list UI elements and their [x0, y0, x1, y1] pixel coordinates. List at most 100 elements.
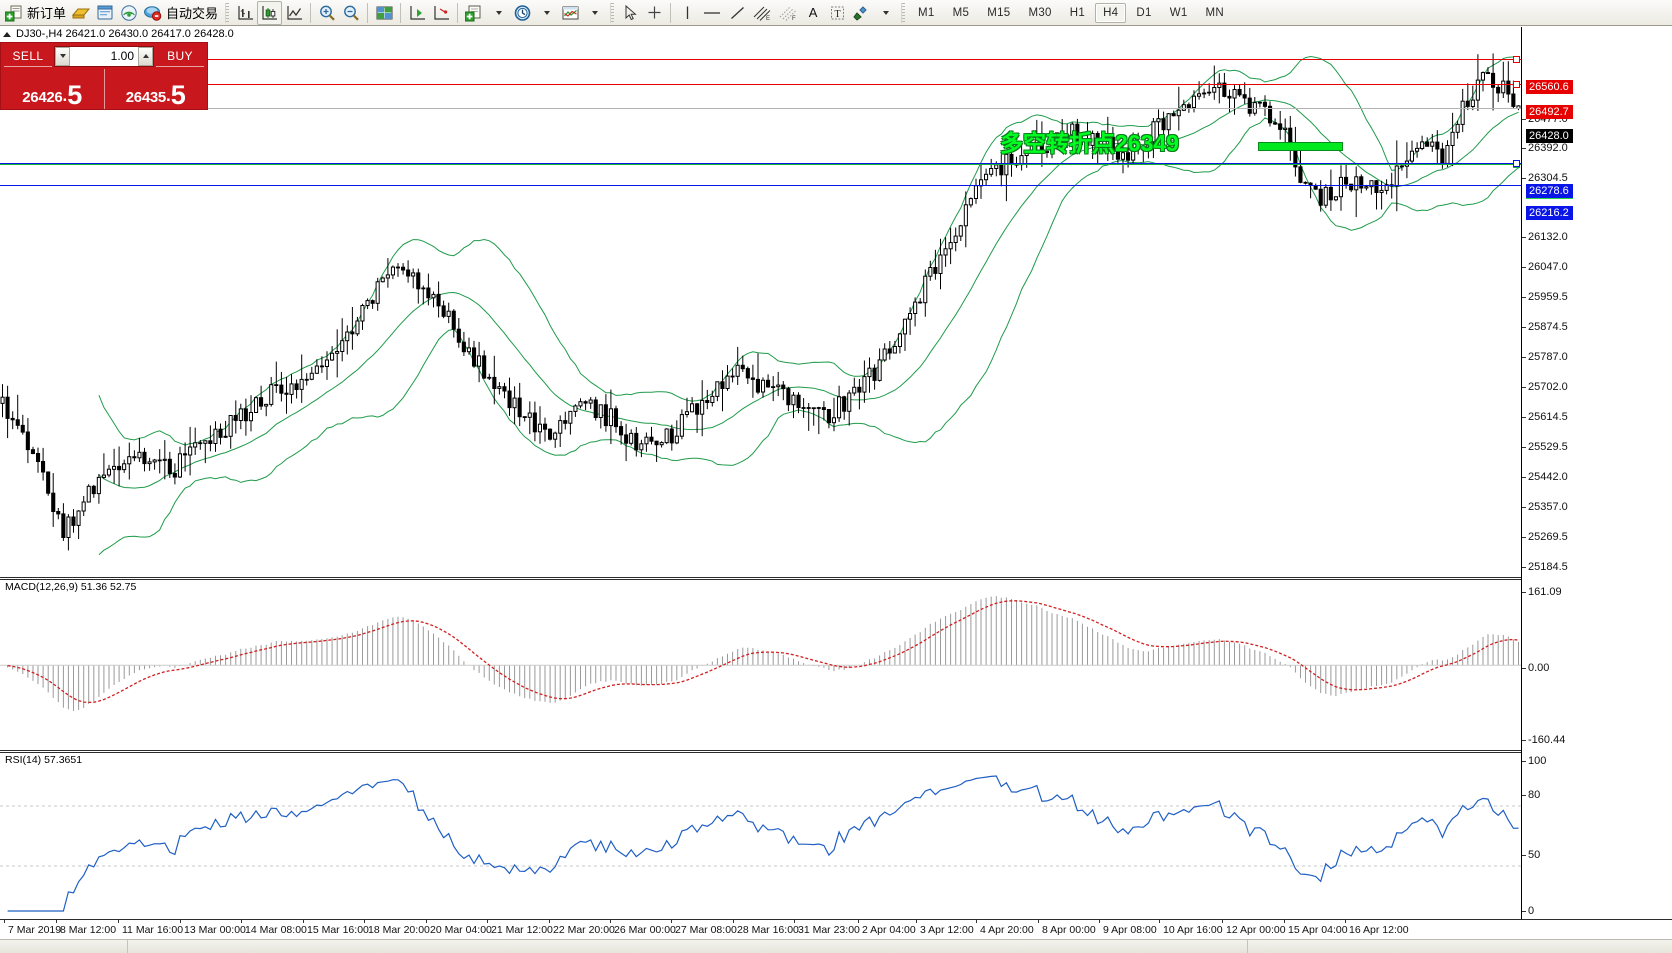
- chart-autoscroll-icon[interactable]: [429, 1, 453, 25]
- pane-separator[interactable]: [0, 579, 1672, 580]
- fibonacci-icon[interactable]: F: [775, 1, 801, 25]
- timeframe-m1[interactable]: M1: [918, 6, 935, 19]
- level-line-handle[interactable]: [1513, 81, 1520, 88]
- chevron-down-icon[interactable]: [534, 1, 558, 25]
- vertical-line-icon[interactable]: [675, 1, 699, 25]
- line-chart-icon[interactable]: [282, 1, 306, 25]
- zoom-in-icon[interactable]: [315, 1, 339, 25]
- new-order-icon[interactable]: [2, 1, 26, 25]
- time-axis-label: 14 Mar 08:00: [241, 919, 307, 936]
- shapes-icon[interactable]: [849, 1, 873, 25]
- one-click-trading-panel[interactable]: SELL 1.00 BUY 26426 . 5 26435 . 5: [0, 42, 208, 110]
- trendline-icon[interactable]: [725, 1, 749, 25]
- time-axis[interactable]: 7 Mar 2019 8 Mar 12:00 11 Mar 16:00 13 Mar …: [0, 919, 1672, 939]
- buy-price-frac: 5: [170, 79, 186, 110]
- rsi-canvas: [0, 775, 1521, 912]
- level-line-handle[interactable]: [1513, 160, 1520, 167]
- zoom-out-icon[interactable]: [339, 1, 363, 25]
- buy-price[interactable]: 26435 . 5: [103, 69, 208, 110]
- time-axis-label: 31 Mar 23:00: [794, 919, 860, 936]
- pane-separator[interactable]: [0, 577, 1672, 578]
- horizontal-level-line[interactable]: [0, 163, 1521, 164]
- buy-button[interactable]: BUY: [156, 46, 204, 67]
- text-label-icon[interactable]: T: [825, 1, 849, 25]
- time-axis-label: 27 Mar 08:00: [671, 919, 737, 936]
- horizontal-level-line[interactable]: [0, 59, 1521, 60]
- toolbar-divider: [670, 2, 672, 23]
- price-level-label-blue[interactable]: 26278.6: [1526, 184, 1573, 198]
- rsi-scale-tick: 0: [1521, 905, 1535, 917]
- horizontal-level-line[interactable]: [0, 84, 1521, 85]
- macd-pane[interactable]: [0, 580, 1521, 750]
- time-axis-label: 4 Apr 20:00: [976, 919, 1034, 936]
- signal-icon[interactable]: [117, 1, 141, 25]
- rsi-scale-tick: 100: [1521, 755, 1547, 767]
- time-axis-label: 28 Mar 16:00: [733, 919, 799, 936]
- equidistant-channel-icon[interactable]: E: [749, 1, 775, 25]
- autotrading-icon[interactable]: [141, 1, 165, 25]
- timeframe-w1[interactable]: W1: [1169, 6, 1188, 19]
- sell-price[interactable]: 26426 . 5: [1, 69, 104, 109]
- sell-price-frac: 5: [67, 79, 83, 110]
- price-level-label-black[interactable]: 26428.0: [1526, 129, 1573, 143]
- chevron-down-icon[interactable]: [486, 1, 510, 25]
- price-level-label-red[interactable]: 26560.6: [1526, 80, 1573, 94]
- price-tick: 25357.0: [1522, 501, 1568, 513]
- volume-decrement-button[interactable]: [55, 46, 70, 66]
- cursor-icon[interactable]: [618, 1, 642, 25]
- price-tick: 26047.0: [1522, 261, 1568, 273]
- autotrading-label[interactable]: 自动交易: [166, 6, 219, 21]
- horizontal-line-icon[interactable]: [699, 1, 725, 25]
- pane-separator[interactable]: [0, 752, 1672, 753]
- timeframe-m5[interactable]: M5: [952, 6, 970, 19]
- timeframe-h1[interactable]: H1: [1069, 6, 1086, 19]
- indicators-icon[interactable]: [558, 1, 582, 25]
- timeframe-m30[interactable]: M30: [1028, 6, 1052, 19]
- volume-value[interactable]: 1.00: [110, 49, 134, 63]
- time-axis-label: 15 Mar 16:00: [303, 919, 369, 936]
- text-tool-icon[interactable]: A: [808, 5, 818, 20]
- toolbar-divider: [225, 2, 230, 23]
- horizontal-level-line[interactable]: [0, 108, 1521, 109]
- horizontal-level-line[interactable]: [0, 185, 1521, 186]
- level-line-handle[interactable]: [1513, 56, 1520, 63]
- toolbar-divider: [310, 2, 312, 23]
- bar-chart-icon[interactable]: [233, 1, 257, 25]
- timeframe-group: M1 M5 M15 M30 H1 H4 D1 W1 MN: [909, 2, 1233, 23]
- candlestick-chart-icon[interactable]: [257, 0, 283, 25]
- price-level-label-blue[interactable]: 26216.2: [1526, 206, 1573, 220]
- data-window-icon[interactable]: [372, 1, 396, 25]
- annotation-highlight-bar: [1258, 142, 1343, 151]
- terminal-window-icon[interactable]: [93, 1, 117, 25]
- timeframe-m15[interactable]: M15: [987, 6, 1011, 19]
- volume-increment-button[interactable]: [138, 46, 153, 66]
- timeframe-d1[interactable]: D1: [1136, 6, 1152, 19]
- crosshair-icon[interactable]: [642, 1, 666, 25]
- price-scale[interactable]: 26477.0 26392.0 26304.5 26132.0 26047.0 25959…: [1521, 27, 1672, 919]
- macd-scale-tick: 0.00: [1521, 662, 1550, 674]
- svg-text:E: E: [766, 16, 770, 22]
- collapse-triangle-icon[interactable]: [3, 31, 11, 37]
- svg-text:F: F: [792, 16, 796, 22]
- price-chart-pane[interactable]: [0, 41, 1521, 577]
- horizontal-level-line[interactable]: [0, 164, 1521, 165]
- new-order-label[interactable]: 新订单: [27, 6, 67, 21]
- price-level-label-red[interactable]: 26492.7: [1526, 105, 1573, 119]
- timeframe-mn[interactable]: MN: [1205, 6, 1225, 19]
- chevron-down-icon[interactable]: [873, 1, 897, 25]
- time-axis-label: 9 Apr 08:00: [1099, 919, 1157, 936]
- sell-button[interactable]: SELL: [4, 46, 52, 67]
- chevron-down-icon[interactable]: [582, 1, 606, 25]
- rsi-pane[interactable]: [0, 753, 1521, 919]
- timeframe-h4[interactable]: H4: [1095, 2, 1127, 23]
- pane-separator[interactable]: [0, 750, 1672, 751]
- price-tick: 25269.5: [1522, 531, 1568, 543]
- time-axis-label: 16 Apr 12:00: [1345, 919, 1409, 936]
- buy-price-int: 26435: [125, 89, 167, 106]
- new-template-icon[interactable]: [462, 1, 486, 25]
- time-axis-label: 18 Mar 20:00: [364, 919, 430, 936]
- gold-bar-icon[interactable]: [69, 1, 93, 25]
- volume-stepper[interactable]: 1.00: [54, 45, 154, 67]
- period-clock-icon[interactable]: [510, 1, 534, 25]
- chart-shift-icon[interactable]: [405, 1, 429, 25]
